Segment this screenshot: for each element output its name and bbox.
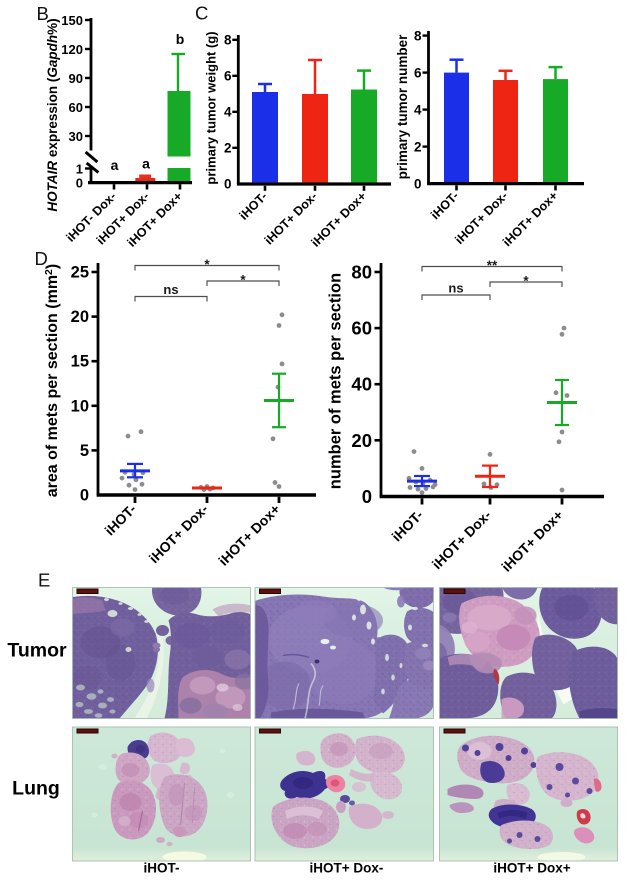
svg-text:iHOT-: iHOT- xyxy=(428,189,461,222)
svg-text:1: 1 xyxy=(76,161,83,176)
svg-text:5: 5 xyxy=(80,442,89,460)
svg-text:*: * xyxy=(240,273,246,288)
svg-text:2: 2 xyxy=(224,140,232,155)
svg-text:iHOT+ Dox-: iHOT+ Dox- xyxy=(429,507,495,573)
svg-text:4: 4 xyxy=(414,102,422,117)
svg-text:40: 40 xyxy=(351,374,372,395)
svg-text:0: 0 xyxy=(362,486,372,507)
svg-text:*: * xyxy=(204,257,210,272)
svg-text:0: 0 xyxy=(76,175,83,190)
svg-text:0: 0 xyxy=(80,487,89,505)
svg-text:iHOT-: iHOT- xyxy=(388,507,426,545)
svg-text:8: 8 xyxy=(224,32,232,47)
svg-text:60: 60 xyxy=(351,318,372,339)
svg-text:10: 10 xyxy=(71,397,89,415)
svg-text:iHOT-: iHOT- xyxy=(237,189,270,222)
svg-text:C: C xyxy=(195,3,208,24)
svg-text:*: * xyxy=(523,274,529,289)
svg-text:25: 25 xyxy=(71,264,89,282)
svg-text:8: 8 xyxy=(414,28,422,43)
svg-text:number of mets per section: number of mets per section xyxy=(327,273,345,489)
svg-text:6: 6 xyxy=(224,68,232,83)
svg-text:120: 120 xyxy=(61,42,83,57)
svg-text:D: D xyxy=(35,248,48,269)
svg-text:a: a xyxy=(111,157,119,173)
svg-text:150: 150 xyxy=(61,13,83,28)
svg-text:a: a xyxy=(142,156,150,172)
svg-text:20: 20 xyxy=(351,430,372,451)
svg-text:0: 0 xyxy=(414,176,422,191)
svg-text:iHOT-: iHOT- xyxy=(101,501,139,539)
svg-text:iHOT+ Dox-: iHOT+ Dox- xyxy=(146,501,212,567)
svg-text:30: 30 xyxy=(69,129,83,144)
svg-text:ns: ns xyxy=(448,281,463,296)
svg-text:ns: ns xyxy=(163,282,178,297)
svg-text:0: 0 xyxy=(224,176,232,191)
svg-text:6: 6 xyxy=(414,65,422,80)
svg-text:area of mets per section (mm2): area of mets per section (mm2) xyxy=(43,264,61,497)
svg-text:**: ** xyxy=(487,258,498,273)
svg-text:iHOT+ Dox+: iHOT+ Dox+ xyxy=(215,501,283,569)
svg-text:primary tumor number: primary tumor number xyxy=(395,34,410,180)
svg-text:E: E xyxy=(38,570,50,591)
svg-text:iHOT+ Dox+: iHOT+ Dox+ xyxy=(493,861,570,876)
svg-text:HOTAIR expression (Gapdh%): HOTAIR expression (Gapdh%) xyxy=(45,18,60,211)
svg-text:80: 80 xyxy=(351,262,372,283)
svg-text:B: B xyxy=(37,3,49,24)
svg-text:20: 20 xyxy=(71,308,89,326)
svg-text:Lung: Lung xyxy=(12,778,60,800)
svg-text:60: 60 xyxy=(69,100,83,115)
svg-text:b: b xyxy=(176,31,185,47)
svg-text:primary tumor weight (g): primary tumor weight (g) xyxy=(204,31,219,184)
svg-text:iHOT-: iHOT- xyxy=(144,861,180,876)
svg-text:4: 4 xyxy=(224,104,232,119)
svg-text:Tumor: Tumor xyxy=(7,640,67,662)
svg-text:90: 90 xyxy=(69,71,83,86)
svg-text:iHOT+ Dox+: iHOT+ Dox+ xyxy=(498,507,566,575)
svg-text:2: 2 xyxy=(414,139,422,154)
svg-text:15: 15 xyxy=(71,353,89,371)
svg-text:iHOT+ Dox-: iHOT+ Dox- xyxy=(310,861,384,876)
